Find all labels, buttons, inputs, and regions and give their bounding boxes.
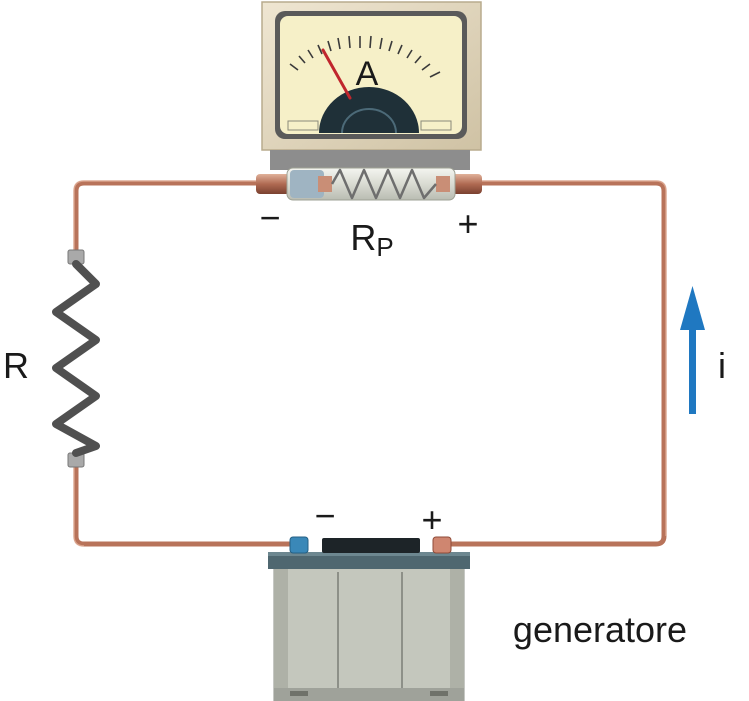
battery-positive-terminal xyxy=(432,536,452,554)
shunt-label: RP xyxy=(350,217,393,262)
ammeter-plus-sign: + xyxy=(457,203,478,244)
ammeter-hub-highlight xyxy=(341,108,397,134)
wire-left-bottom xyxy=(73,459,301,547)
shunt-label-subscript: P xyxy=(376,232,393,262)
shunt-blue-band xyxy=(290,170,324,198)
battery-base xyxy=(274,688,464,701)
battery-negative-terminal xyxy=(289,536,309,554)
battery-lid xyxy=(268,552,470,569)
battery-shade-right xyxy=(450,567,464,701)
battery-minus-sign: − xyxy=(314,495,335,536)
shunt-right-terminal xyxy=(452,174,482,194)
current-arrow-head xyxy=(680,286,705,330)
battery-foot-right xyxy=(430,691,448,696)
ammeter-needle xyxy=(321,48,352,100)
current-arrow-shaft xyxy=(689,324,696,414)
current-arrow xyxy=(680,286,705,414)
resistor-zigzag xyxy=(52,260,100,457)
ammeter-right-window xyxy=(420,120,452,131)
battery xyxy=(268,536,470,701)
current-label: i xyxy=(718,345,726,386)
ammeter-minus-sign: − xyxy=(259,197,280,238)
battery-foot-left xyxy=(290,691,308,696)
shunt-left-terminal xyxy=(256,174,290,194)
resistor xyxy=(52,249,100,468)
shunt-coil xyxy=(330,168,437,200)
shunt-right-stub xyxy=(436,176,450,192)
ammeter: A xyxy=(261,1,482,170)
generator-label: generatore xyxy=(513,609,687,650)
battery-lid-highlight xyxy=(268,552,470,556)
battery-shade-left xyxy=(274,567,288,701)
ammeter-face xyxy=(280,16,462,134)
ammeter-left-window xyxy=(287,120,319,131)
resistor-label: R xyxy=(3,345,29,386)
ammeter-unit-label: A xyxy=(356,55,379,93)
ammeter-scale xyxy=(289,35,441,78)
battery-plus-sign: + xyxy=(421,499,442,540)
battery-top-block xyxy=(322,538,420,553)
wire-top-right xyxy=(439,180,667,547)
wire-highlights xyxy=(73,180,667,547)
wire-top-left xyxy=(73,180,261,258)
battery-body xyxy=(273,566,465,701)
shunt-resistor xyxy=(256,167,482,201)
shunt-left-stub xyxy=(318,176,332,192)
shunt-label-main: R xyxy=(350,217,376,258)
ammeter-base xyxy=(270,150,470,170)
wires xyxy=(73,180,667,547)
